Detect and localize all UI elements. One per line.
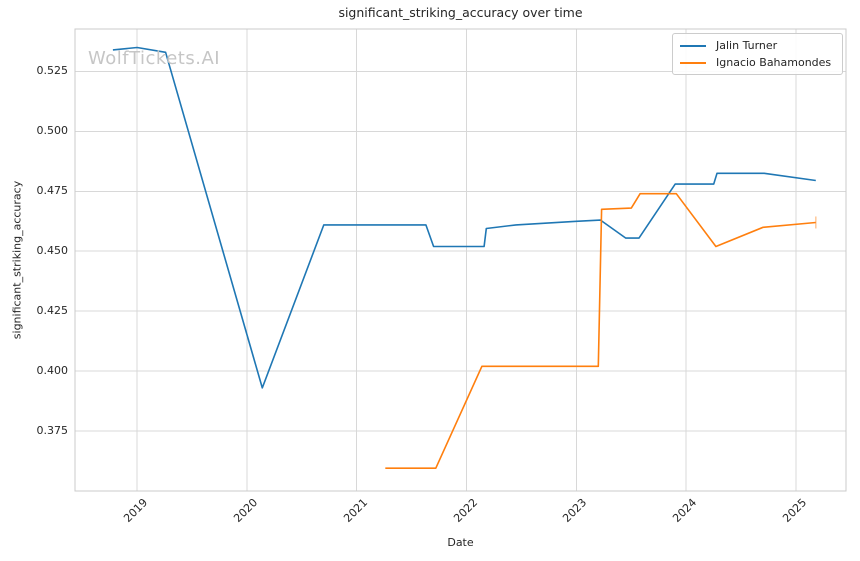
y-tick-label: 0.500	[36, 124, 69, 138]
y-tick-label: 0.475	[36, 184, 69, 198]
x-axis-label: Date	[447, 536, 474, 549]
y-tick-label: 0.375	[36, 424, 69, 438]
plot-border	[74, 28, 847, 492]
y-tick-label: 0.425	[36, 304, 69, 318]
series-line-jalin-turner	[112, 46, 816, 389]
chart-title: significant_striking_accuracy over time	[338, 5, 583, 20]
legend-entry: Ignacio Bahamondes	[680, 54, 834, 71]
watermark: WolfTickets.AI	[88, 48, 221, 69]
y-tick-label: 0.525	[36, 64, 69, 78]
legend-entry: Jalin Turner	[680, 37, 834, 54]
y-axis-label: significant_striking_accuracy	[10, 180, 24, 340]
legend-line-swatch	[680, 61, 706, 64]
legend: Jalin Turner Ignacio Bahamondes	[672, 33, 843, 75]
legend-line-swatch	[680, 44, 706, 47]
y-tick-label: 0.450	[36, 244, 69, 258]
legend-label: Ignacio Bahamondes	[716, 56, 832, 69]
series-line-ignacio-bahamondes	[385, 192, 816, 470]
legend-label: Jalin Turner	[716, 39, 778, 52]
y-tick-label: 0.400	[36, 364, 69, 378]
